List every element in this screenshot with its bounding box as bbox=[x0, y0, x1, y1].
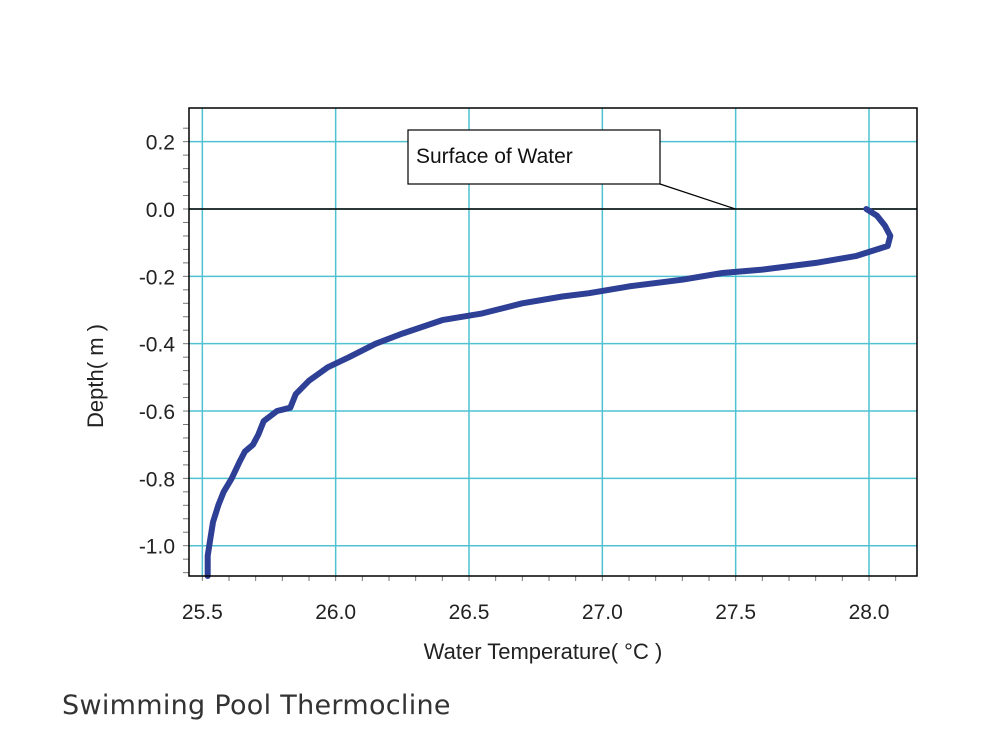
y-axis-title: Depth( m ) bbox=[83, 324, 108, 428]
x-tick-label: 27.5 bbox=[715, 601, 756, 624]
x-tick-label: 28.0 bbox=[849, 601, 890, 624]
y-tick-label: -0.8 bbox=[139, 468, 175, 491]
y-tick-labels: 0.2 0.0 -0.2 -0.4 -0.6 -0.8 -1.0 bbox=[139, 132, 176, 559]
series-line bbox=[204, 206, 894, 579]
annotation-box bbox=[407, 129, 661, 185]
x-tick-labels: 25.5 26.0 26.5 27.0 27.5 28.0 bbox=[182, 601, 890, 624]
y-tick-label: -0.6 bbox=[139, 401, 175, 424]
annotation-leader-line bbox=[659, 183, 736, 210]
x-tick-label: 25.5 bbox=[182, 601, 223, 624]
annotation-label: Surface of Water bbox=[416, 145, 573, 168]
y-tick-label: -0.2 bbox=[139, 266, 175, 289]
thermocline-chart: 25.5 26.0 26.5 27.0 27.5 28.0 0.2 0.0 -0.2 -0.4 -… bbox=[83, 107, 918, 664]
x-tick-label: 26.5 bbox=[449, 601, 490, 624]
x-tick-label: 27.0 bbox=[582, 601, 623, 624]
grid-lines bbox=[189, 108, 917, 576]
annotation: Surface of Water bbox=[407, 129, 736, 210]
y-tick-label: -1.0 bbox=[139, 536, 175, 559]
y-tick-label: 0.2 bbox=[146, 132, 175, 155]
figure-caption: Swimming Pool Thermocline bbox=[62, 690, 451, 721]
minor-ticks bbox=[183, 127, 897, 581]
x-tick-label: 26.0 bbox=[315, 601, 356, 624]
y-tick-label: 0.0 bbox=[146, 199, 175, 222]
x-axis-title: Water Temperature( °C ) bbox=[424, 639, 663, 664]
plot-frame bbox=[188, 107, 918, 577]
series-group bbox=[204, 206, 894, 579]
y-tick-label: -0.4 bbox=[139, 334, 176, 357]
